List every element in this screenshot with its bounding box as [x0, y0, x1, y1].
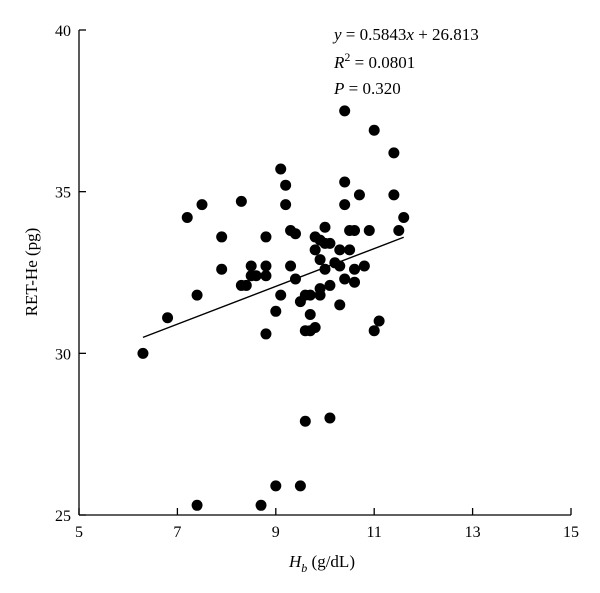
data-point — [270, 305, 282, 317]
data-point — [334, 299, 346, 311]
y-axis-label: RET-He (pg) — [22, 228, 41, 317]
data-point — [363, 224, 375, 236]
data-point — [235, 195, 247, 207]
regression-line — [142, 236, 404, 339]
data-point — [314, 254, 326, 266]
data-point — [309, 244, 321, 256]
data-point — [260, 231, 272, 243]
data-point — [275, 289, 287, 301]
data-point — [191, 289, 203, 301]
data-point — [216, 231, 228, 243]
data-point — [393, 224, 405, 236]
data-point — [294, 480, 306, 492]
data-point — [373, 315, 385, 327]
data-point — [309, 321, 321, 333]
data-point — [398, 212, 410, 224]
data-point — [216, 263, 228, 275]
data-point — [260, 328, 272, 340]
data-point — [349, 224, 361, 236]
data-point — [289, 228, 301, 240]
y-tick-label: 35 — [55, 185, 71, 202]
data-point — [324, 412, 336, 424]
data-point — [285, 260, 297, 272]
x-tick-label: 15 — [563, 524, 579, 541]
data-point — [339, 176, 351, 188]
x-tick-label: 11 — [366, 524, 381, 541]
data-point — [260, 260, 272, 272]
data-point — [162, 312, 174, 324]
data-point — [314, 289, 326, 301]
r2-annotation: R2 = 0.0801 — [333, 50, 415, 72]
x-tick-label: 7 — [173, 524, 181, 541]
data-point — [181, 212, 193, 224]
data-point — [304, 309, 316, 321]
y-tick-label: 30 — [55, 346, 71, 363]
x-tick-label: 13 — [465, 524, 481, 541]
x-axis-label: Hb (g/dL) — [288, 552, 355, 575]
data-point — [353, 189, 365, 201]
data-point — [349, 276, 361, 288]
data-point — [319, 221, 331, 233]
data-point — [339, 273, 351, 285]
data-point — [245, 260, 257, 272]
x-tick-label: 9 — [272, 524, 280, 541]
equation-annotation: y = 0.5843x + 26.813 — [332, 25, 479, 44]
data-point — [358, 260, 370, 272]
data-point — [368, 124, 380, 136]
data-point — [339, 105, 351, 117]
p-annotation: P = 0.320 — [333, 79, 401, 98]
data-point — [304, 289, 316, 301]
data-point — [349, 263, 361, 275]
data-point — [255, 499, 267, 511]
data-point — [280, 199, 292, 211]
data-point — [324, 237, 336, 249]
data-point — [344, 244, 356, 256]
x-tick-label: 5 — [75, 524, 83, 541]
data-point — [191, 499, 203, 511]
data-point — [388, 189, 400, 201]
data-point — [339, 199, 351, 211]
data-point — [196, 199, 208, 211]
data-point — [270, 480, 282, 492]
data-point — [240, 279, 252, 291]
data-point — [280, 179, 292, 191]
data-point — [368, 325, 380, 337]
y-tick-label: 25 — [55, 508, 71, 525]
data-point — [250, 270, 262, 282]
data-point — [334, 244, 346, 256]
data-point — [275, 163, 287, 175]
data-point — [324, 279, 336, 291]
axis-ticks: 5 7 9 11 13 15 25 30 35 40 — [55, 23, 579, 541]
data-point — [388, 147, 400, 159]
data-points — [137, 105, 410, 511]
y-tick-label: 40 — [55, 23, 71, 40]
data-point — [260, 270, 272, 282]
data-point — [137, 347, 149, 359]
data-point — [299, 415, 311, 427]
